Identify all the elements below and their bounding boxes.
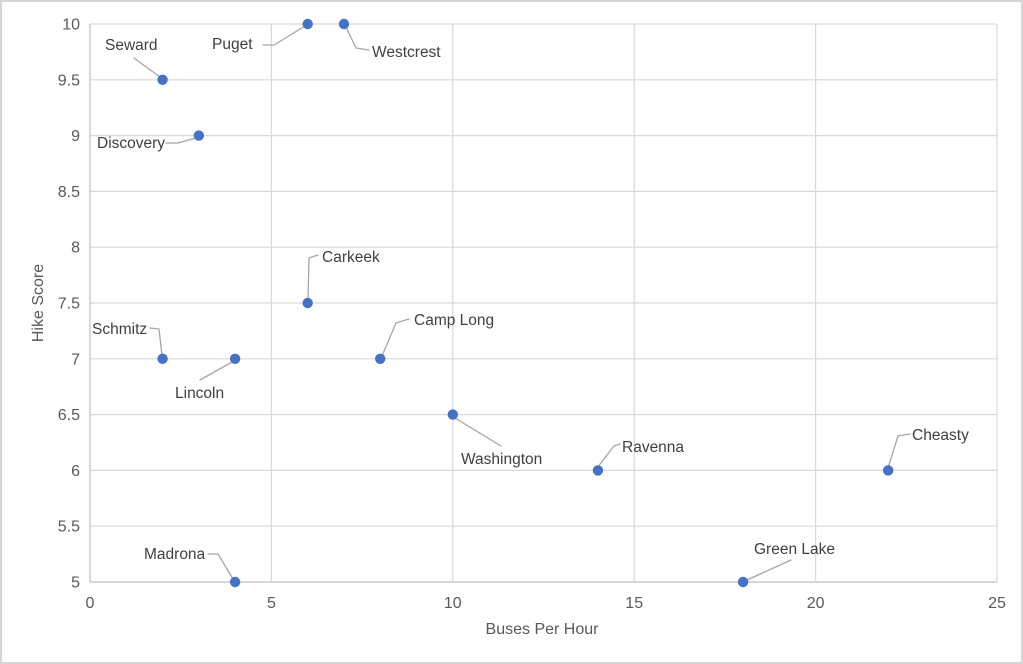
y-tick-label: 7.5 xyxy=(58,296,80,313)
data-point xyxy=(375,353,386,364)
y-tick-label: 9 xyxy=(71,128,80,145)
y-tick-label: 5.5 xyxy=(58,519,80,536)
data-point-label: Lincoln xyxy=(175,385,224,402)
x-tick-label: 5 xyxy=(267,595,276,612)
x-axis-title: Buses Per Hour xyxy=(485,621,599,638)
y-tick-label: 9.5 xyxy=(58,72,80,89)
y-tick-label: 6 xyxy=(71,463,80,480)
data-point xyxy=(592,465,604,476)
x-tick-label: 15 xyxy=(625,595,643,612)
label-leader-line xyxy=(381,318,410,357)
data-point xyxy=(229,576,241,588)
y-axis-title: Hike Score xyxy=(30,263,47,343)
label-leader-line xyxy=(307,254,319,302)
y-tick-label: 8.5 xyxy=(58,184,80,201)
y-tick-label: 8 xyxy=(71,240,80,257)
label-leader-line xyxy=(345,26,370,51)
data-point-label: Carkeek xyxy=(322,249,380,266)
data-point-label: Camp Long xyxy=(414,312,494,329)
data-point-label: Discovery xyxy=(97,135,165,152)
data-point xyxy=(157,74,168,86)
label-leader-line xyxy=(165,137,197,144)
data-point-label: Green Lake xyxy=(754,541,835,558)
label-leader-line xyxy=(887,433,911,469)
data-point-label: Madrona xyxy=(144,546,206,563)
data-point xyxy=(193,130,205,141)
label-leader-line xyxy=(199,361,233,381)
data-point-label: Schmitz xyxy=(92,321,147,338)
data-point xyxy=(157,353,168,364)
x-tick-label: 10 xyxy=(444,595,462,612)
data-point xyxy=(737,576,749,588)
data-point-label: Puget xyxy=(212,36,253,53)
data-point xyxy=(338,18,350,30)
data-point-label: Ravenna xyxy=(622,439,684,456)
label-leader-line xyxy=(133,57,161,78)
data-point-label: Seward xyxy=(105,37,158,54)
x-tick-label: 20 xyxy=(807,595,825,612)
data-point-label: Washington xyxy=(461,451,542,468)
x-tick-label: 25 xyxy=(988,595,1006,612)
y-tick-label: 6.5 xyxy=(58,407,80,424)
y-tick-label: 5 xyxy=(71,575,80,592)
label-leader-line xyxy=(262,25,306,46)
data-point xyxy=(302,18,313,30)
data-point xyxy=(229,353,241,364)
data-point xyxy=(302,297,313,309)
y-tick-label: 10 xyxy=(62,17,80,34)
label-leader-line xyxy=(746,559,792,581)
label-leader-line xyxy=(596,443,621,469)
label-leader-line xyxy=(149,327,163,356)
data-point-label: Westcrest xyxy=(372,44,441,61)
data-point xyxy=(882,465,894,476)
data-point-label: Cheasty xyxy=(912,427,969,444)
label-leader-line xyxy=(207,553,234,580)
x-tick-label: 0 xyxy=(86,595,95,612)
label-leader-line xyxy=(454,417,502,447)
data-point xyxy=(447,409,458,420)
y-tick-label: 7 xyxy=(71,351,80,368)
